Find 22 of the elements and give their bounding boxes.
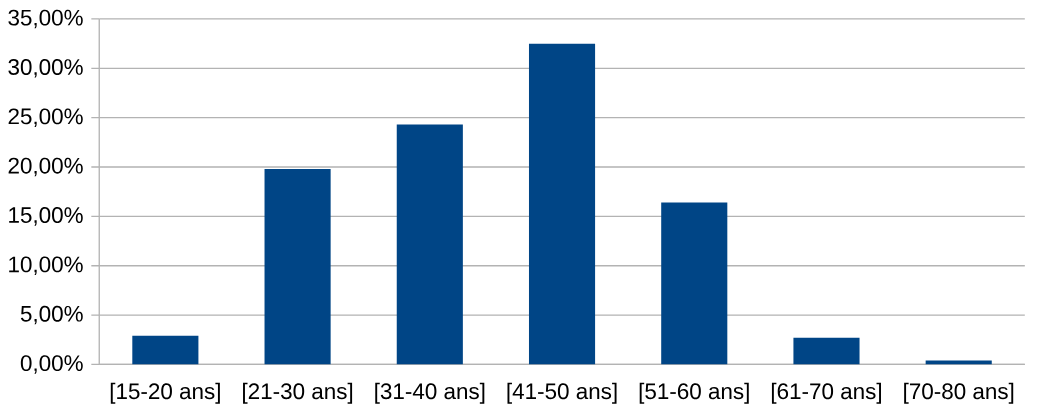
x-tick-label: [31-40 ans] bbox=[375, 382, 485, 404]
bar bbox=[661, 202, 728, 365]
bar bbox=[264, 169, 331, 365]
y-tick-label: 10,00% bbox=[9, 256, 83, 276]
bar bbox=[396, 124, 463, 365]
bar bbox=[132, 335, 199, 365]
y-tick-label: 30,00% bbox=[8, 59, 83, 78]
bar bbox=[925, 360, 992, 365]
y-tick-label: 25,00% bbox=[8, 108, 83, 128]
y-tick-label: 20,00% bbox=[8, 157, 83, 177]
y-tick-label: 15,00% bbox=[9, 207, 83, 226]
x-tick-label: [61-70 ans] bbox=[771, 382, 881, 404]
bar bbox=[793, 337, 860, 365]
bar bbox=[528, 43, 596, 365]
y-tick-label: 35,00% bbox=[8, 9, 83, 29]
x-tick-label: [41-50 ans] bbox=[507, 382, 617, 404]
y-tick-label: 5,00% bbox=[20, 305, 83, 325]
x-tick-label: [21-30 ans] bbox=[243, 382, 353, 404]
x-tick-label: [15-20 ans] bbox=[110, 382, 220, 404]
x-tick-label: [51-60 ans] bbox=[639, 382, 749, 404]
x-tick-label: [70-80 ans] bbox=[904, 382, 1014, 404]
y-tick-label: 0,00% bbox=[20, 355, 83, 374]
